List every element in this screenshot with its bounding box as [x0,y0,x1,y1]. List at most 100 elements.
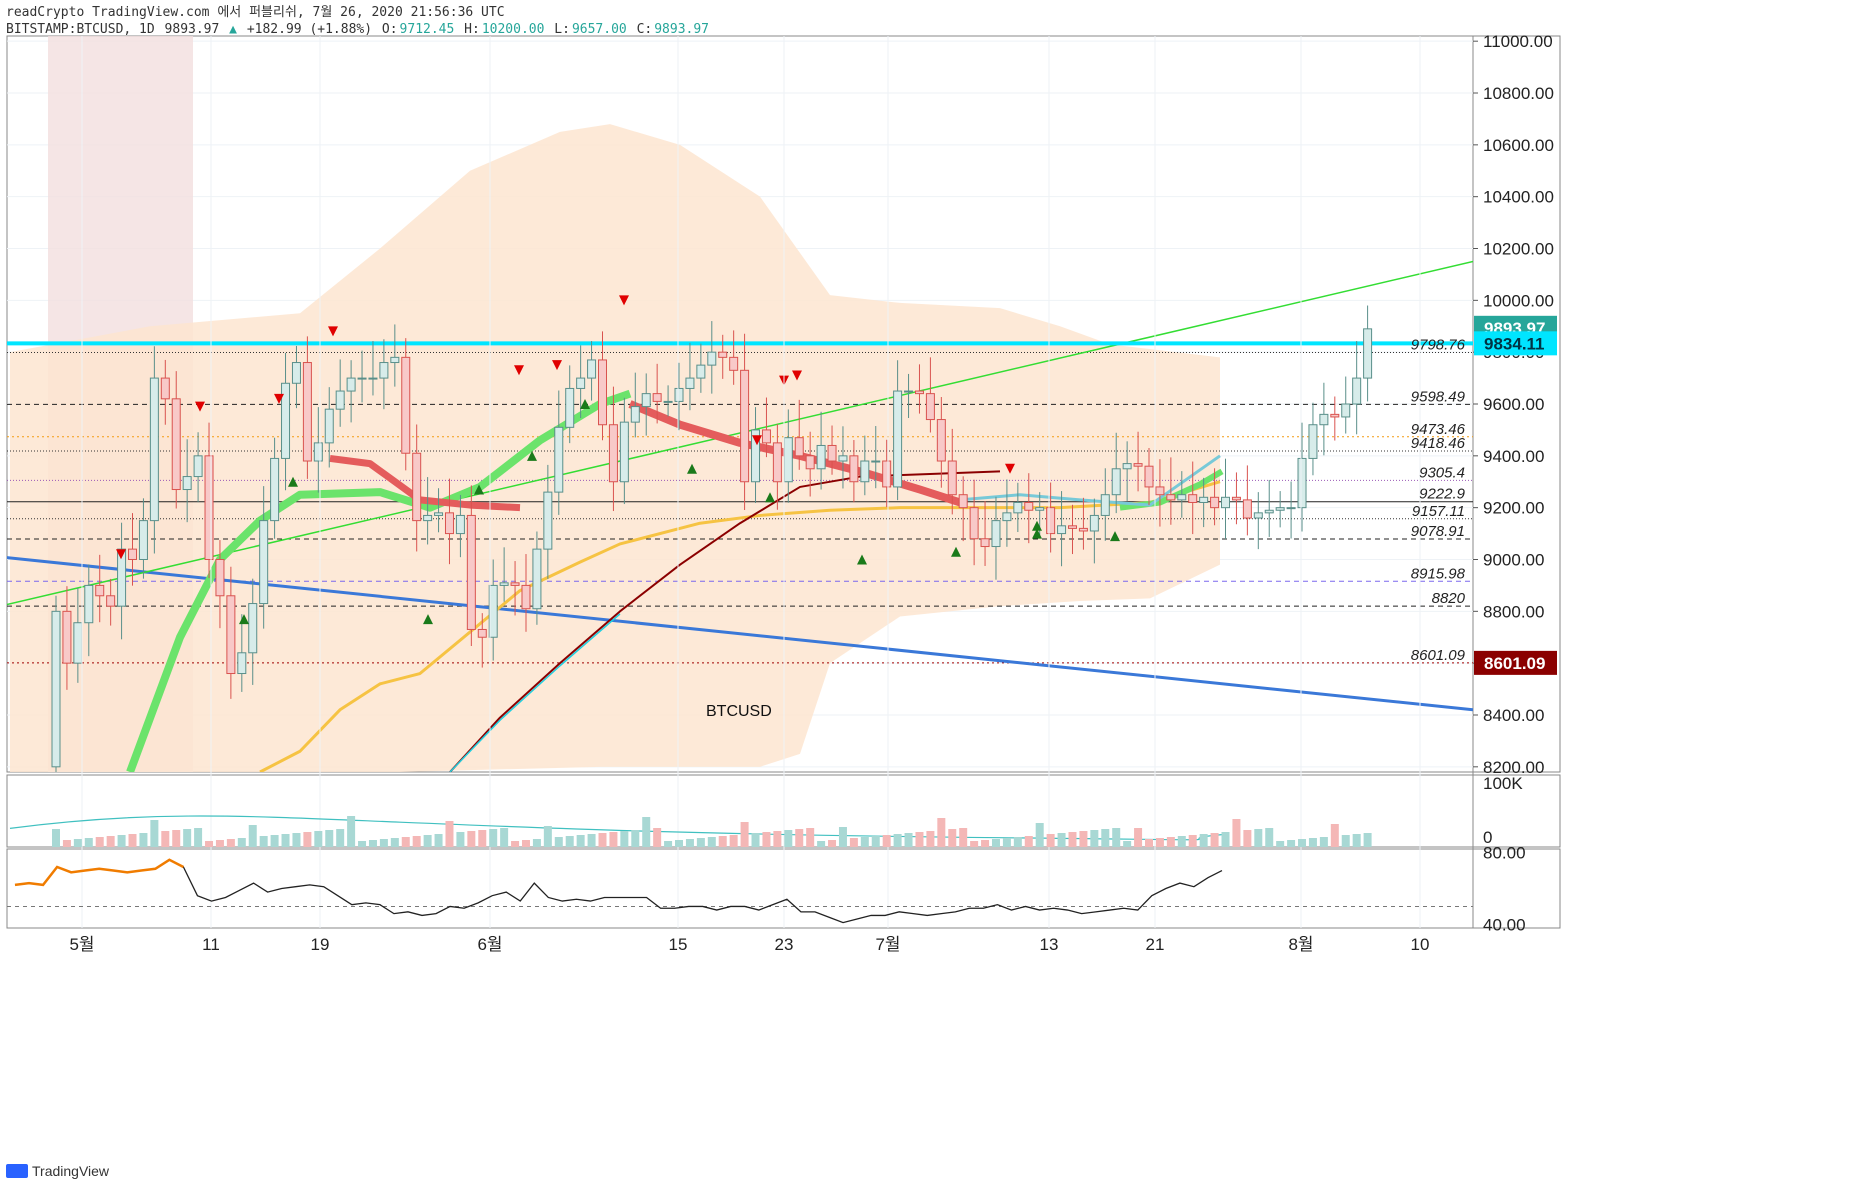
chart-header: readCrypto TradingView.com 에서 퍼블리쉬, 7월 2… [6,4,711,38]
volume-bar [1254,829,1263,847]
y-tick-label: 10400.00 [1483,188,1554,207]
volume-bar [751,833,760,847]
last-price: 9893.97 [164,22,220,37]
candle-body [499,582,509,586]
x-tick-label: 6월 [477,935,502,954]
open-value: 9712.45 [399,22,455,37]
volume-bar [1166,837,1175,847]
candle-body [95,584,105,597]
candle-body [882,460,892,488]
volume-bar [970,841,979,847]
candle-body [598,359,607,426]
candle-body [860,460,870,483]
x-tick-label: 11 [202,935,220,954]
candle-body [106,595,116,607]
volume-bar [161,831,170,847]
level-label-9798.76: 9798.76 [1411,336,1466,353]
candle-body [532,548,542,610]
volume-bar [1243,830,1252,847]
tradingview-logo[interactable]: TradingView [6,1163,109,1179]
candle-body [925,393,935,421]
buy-signal-icon [423,614,433,625]
candle-body [117,548,127,607]
candle-body [576,377,586,389]
buy-signal-icon [527,450,537,461]
volume-bar [849,838,858,847]
volume-bar [1341,835,1350,847]
buy-signal-icon [288,476,298,487]
candle-body [1341,403,1351,418]
volume-bar [1013,837,1022,847]
x-tick-label: 5월 [69,935,94,954]
candle-body [357,377,367,380]
volume-bar [456,832,465,847]
x-tick-label: 23 [775,935,794,954]
volume-bar [893,834,902,847]
candle-body [1144,465,1154,488]
volume-bar [1352,834,1361,847]
candle-body [838,455,848,462]
candle-body [1231,496,1241,501]
candle-body [259,520,269,605]
candle-body [1286,507,1296,510]
low-label: L: [554,22,570,37]
y-tick-label: 9200.00 [1483,499,1544,518]
volume-bar [828,840,837,847]
candle-body [630,406,640,423]
x-tick-label: 21 [1146,935,1165,954]
volume-bar [1057,833,1066,847]
candle-body [761,429,771,444]
volume-bar [95,837,104,847]
candle-body [914,390,924,395]
candle-body [291,362,301,384]
volume-bar [172,830,181,847]
volume-bar [981,840,990,847]
y-tick-label: 8800.00 [1483,602,1544,621]
buy-signal-icon [1110,531,1120,542]
candle-body [521,584,531,610]
high-label: H: [464,22,480,37]
candle-body [390,356,400,364]
volume-bar [1199,834,1208,847]
candle-body [969,507,979,540]
volume-tick-label: 100K [1483,774,1523,793]
candle-body [335,390,345,410]
volume-bar [1298,839,1307,847]
candle-body [685,377,695,389]
tradingview-logo-icon [6,1164,28,1178]
candle-body [488,584,498,638]
candle-body [816,444,826,470]
x-tick-label: 7월 [875,935,900,954]
candle-body [73,622,83,664]
candle-body [783,437,793,483]
volume-bar [532,839,541,847]
candle-body [958,494,968,509]
volume-bar [707,837,716,847]
buy-signal-icon [951,546,961,557]
volume-bar [226,839,235,847]
level-label-8915.98: 8915.98 [1411,565,1466,582]
symbol-label: BITSTAMP:BTCUSD, 1D [6,22,155,37]
cyan-ma-line [449,613,621,772]
ohlc-line: BITSTAMP:BTCUSD, 1D 9893.97 ▲ +182.99 (+… [6,21,711,38]
candle-body [138,520,148,560]
candle-body [947,460,957,496]
volume-bar [904,833,913,847]
volume-bar [1232,819,1241,847]
volume-bar [84,838,93,847]
volume-bar [62,840,71,847]
buy-signal-icon [857,554,867,565]
volume-bar [948,829,957,847]
tradingview-brand: TradingView [32,1163,110,1179]
volume-bar [653,828,662,847]
volume-ma-line [9,815,1223,841]
volume-bar [784,830,793,847]
volume-bar [642,817,651,847]
volume-bar [205,841,214,847]
y-tick-label: 9000.00 [1483,550,1544,569]
volume-bar [675,840,684,847]
candle-body [1275,507,1285,511]
level-label-9157.11: 9157.11 [1412,503,1465,520]
ascending-trendline [7,260,1473,606]
